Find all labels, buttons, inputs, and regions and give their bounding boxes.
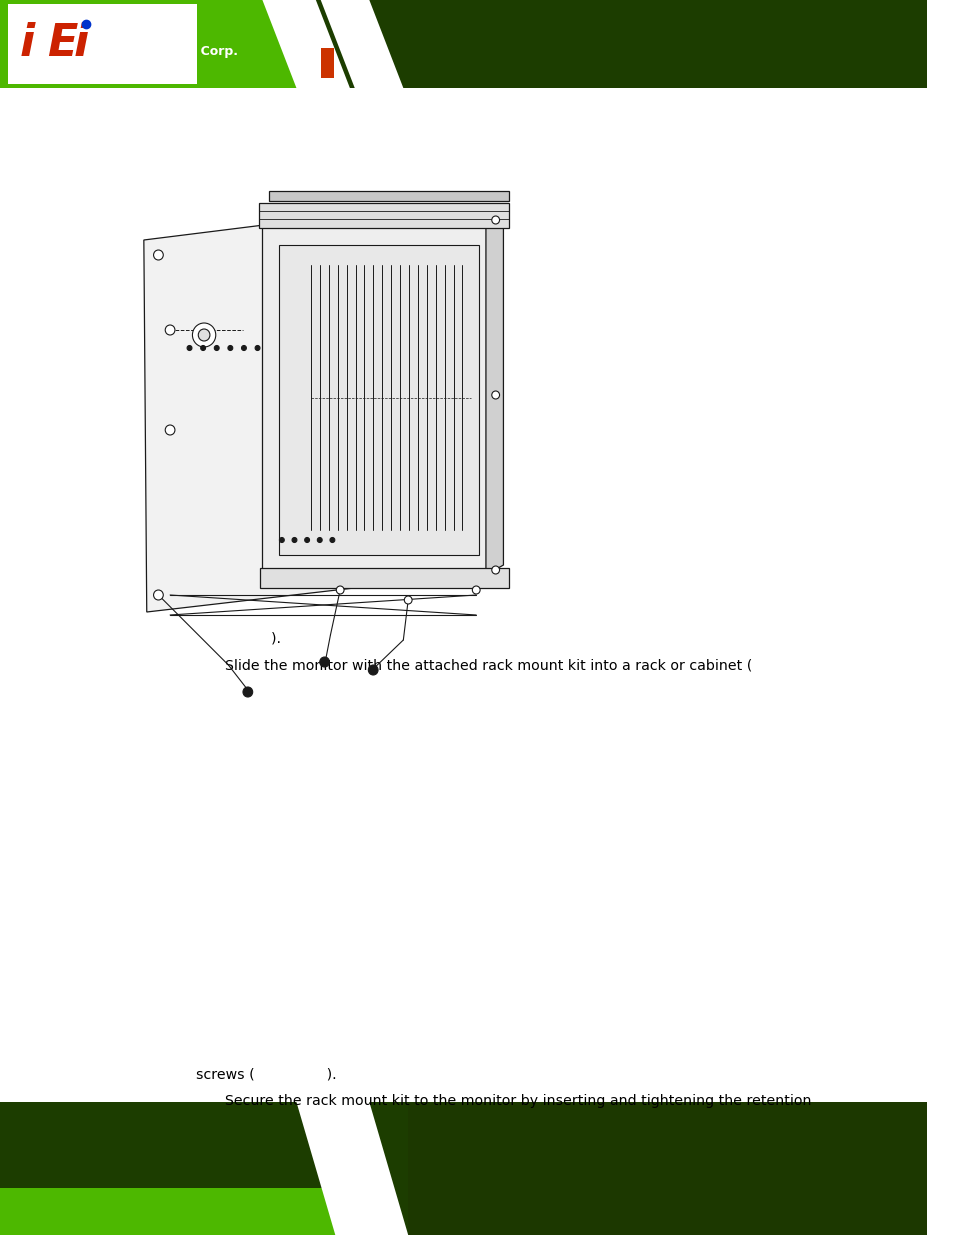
Circle shape: [279, 537, 284, 542]
Circle shape: [243, 687, 253, 697]
Bar: [320, 48, 334, 78]
Text: i: i: [73, 22, 89, 65]
Polygon shape: [260, 568, 509, 588]
Circle shape: [491, 566, 499, 574]
Polygon shape: [485, 207, 503, 576]
Polygon shape: [262, 207, 503, 219]
Text: ).: ).: [234, 631, 281, 645]
Polygon shape: [144, 211, 379, 613]
Bar: [0, 0, 926, 88]
Text: E: E: [47, 22, 77, 65]
Circle shape: [472, 585, 479, 594]
Bar: [0, 0, 301, 88]
Bar: [8, 4, 197, 84]
Circle shape: [200, 346, 205, 351]
Circle shape: [153, 590, 163, 600]
Bar: [408, 1102, 926, 1235]
Text: screws (                ).: screws ( ).: [196, 1067, 336, 1081]
Polygon shape: [296, 1102, 408, 1235]
Circle shape: [319, 657, 329, 667]
Text: Slide the monitor with the attached rack mount kit into a rack or cabinet (: Slide the monitor with the attached rack…: [225, 658, 752, 672]
Circle shape: [165, 425, 174, 435]
Polygon shape: [320, 0, 403, 88]
Circle shape: [491, 216, 499, 224]
Circle shape: [330, 537, 335, 542]
Polygon shape: [259, 203, 509, 228]
Circle shape: [198, 329, 210, 341]
Circle shape: [292, 537, 296, 542]
Circle shape: [368, 664, 377, 676]
Polygon shape: [262, 0, 350, 88]
Bar: [0, 1188, 359, 1235]
Circle shape: [404, 597, 412, 604]
Text: Secure the rack mount kit to the monitor by inserting and tightening the retenti: Secure the rack mount kit to the monitor…: [225, 1094, 811, 1108]
Circle shape: [304, 537, 309, 542]
Circle shape: [491, 391, 499, 399]
Circle shape: [254, 346, 260, 351]
Circle shape: [153, 249, 163, 261]
Circle shape: [241, 346, 246, 351]
Circle shape: [228, 346, 233, 351]
Circle shape: [214, 346, 219, 351]
Text: ®Technology Corp.: ®Technology Corp.: [105, 46, 237, 58]
Polygon shape: [262, 219, 485, 576]
Polygon shape: [278, 245, 478, 555]
Bar: [0, 1102, 926, 1235]
Circle shape: [165, 325, 174, 335]
Text: i: i: [19, 22, 34, 65]
Circle shape: [193, 324, 215, 347]
Polygon shape: [269, 191, 509, 201]
Circle shape: [335, 585, 344, 594]
Circle shape: [317, 537, 322, 542]
Circle shape: [187, 346, 192, 351]
